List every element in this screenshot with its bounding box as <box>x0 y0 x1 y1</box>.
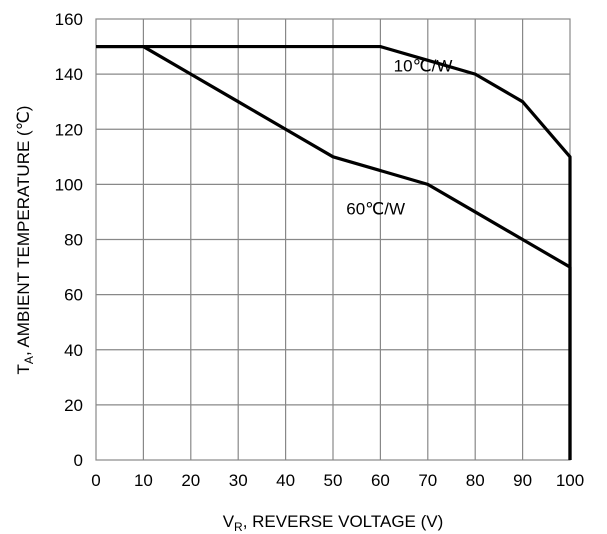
x-tick-label-10: 100 <box>556 471 584 490</box>
y-axis-label-sub: A <box>22 356 36 364</box>
y-tick-label-5: 100 <box>55 175 83 194</box>
y-tick-label-0: 0 <box>74 451 83 470</box>
y-tick-label-3: 60 <box>64 286 83 305</box>
x-tick-label-2: 20 <box>181 471 200 490</box>
x-tick-label-7: 70 <box>418 471 437 490</box>
y-tick-label-1: 20 <box>64 396 83 415</box>
y-tick-label-2: 40 <box>64 341 83 360</box>
y-axis-label-main: T <box>14 364 33 374</box>
grid <box>95 18 571 461</box>
y-tick-labels: 0 20 40 60 80 100 120 140 160 <box>55 10 83 470</box>
x-tick-label-3: 30 <box>229 471 248 490</box>
series-line-0 <box>96 44 572 460</box>
x-tick-label-9: 90 <box>513 471 532 490</box>
series-group <box>96 44 572 460</box>
series-annotation-0: 10℃/W <box>394 56 453 75</box>
x-tick-label-4: 40 <box>276 471 295 490</box>
x-axis-label-sub: R <box>234 520 243 534</box>
x-axis-label: VR, REVERSE VOLTAGE (V) <box>223 512 444 534</box>
x-tick-labels: 0 10 20 30 40 50 60 70 80 90 100 <box>91 471 584 490</box>
x-tick-label-6: 60 <box>371 471 390 490</box>
series-line-1 <box>96 44 572 460</box>
x-tick-label-1: 10 <box>134 471 153 490</box>
x-tick-label-8: 80 <box>466 471 485 490</box>
x-axis-label-rest: , REVERSE VOLTAGE (V) <box>243 512 444 531</box>
y-axis-label-rest: , AMBIENT TEMPERATURE (℃) <box>14 106 33 357</box>
y-tick-label-7: 140 <box>55 65 83 84</box>
series-annotation-1: 60℃/W <box>346 200 405 219</box>
y-axis-label: TA, AMBIENT TEMPERATURE (℃) <box>14 106 36 375</box>
x-axis-label-main: V <box>223 512 235 531</box>
x-tick-label-0: 0 <box>91 471 100 490</box>
y-tick-label-4: 80 <box>64 231 83 250</box>
y-tick-label-8: 160 <box>55 10 83 29</box>
x-tick-label-5: 50 <box>324 471 343 490</box>
y-tick-label-6: 120 <box>55 120 83 139</box>
annotations: 10℃/W 60℃/W <box>346 56 452 218</box>
